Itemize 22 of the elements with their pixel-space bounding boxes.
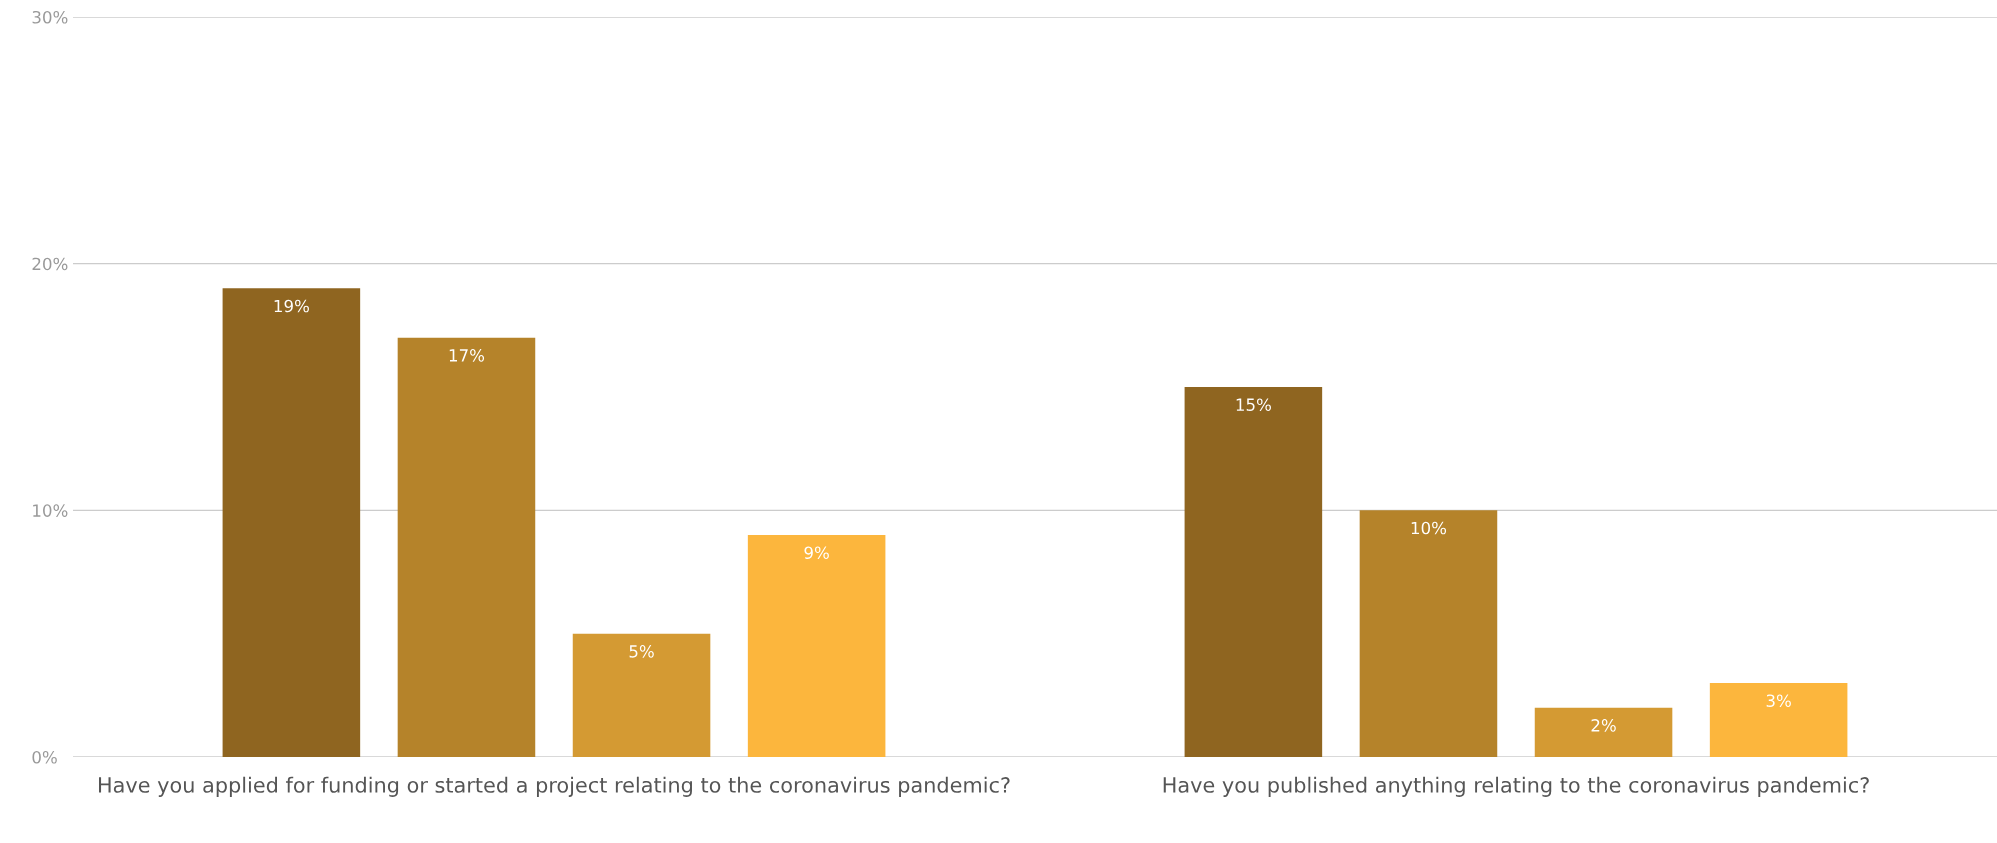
bar — [1359, 510, 1498, 757]
bar — [1709, 683, 1848, 757]
y-tick-label: 10% — [33, 504, 68, 517]
data-label: 17% — [449, 349, 485, 362]
x-tick-label: Have you applied for funding or started a project relating to the coronavirus pandemic? — [99, 776, 1010, 797]
data-label: 2% — [1591, 719, 1616, 732]
data-label: 5% — [629, 645, 654, 658]
bar — [1184, 387, 1323, 757]
data-label: 3% — [1766, 694, 1791, 707]
bar — [222, 288, 361, 757]
bar — [572, 633, 711, 757]
data-label: 15% — [1236, 398, 1271, 411]
bar — [397, 337, 536, 757]
bar — [747, 535, 886, 757]
data-label: 19% — [274, 299, 309, 313]
y-tick-label: 20% — [32, 257, 68, 271]
data-label: 9% — [804, 546, 829, 559]
y-tick-label: 30% — [32, 10, 68, 24]
x-tick-label: Have you published anything relating to the coronavirus pandemic? — [1163, 776, 1869, 797]
data-label: 10% — [1411, 521, 1447, 535]
y-tick-label: 0% — [32, 750, 57, 764]
bar — [1534, 707, 1673, 757]
